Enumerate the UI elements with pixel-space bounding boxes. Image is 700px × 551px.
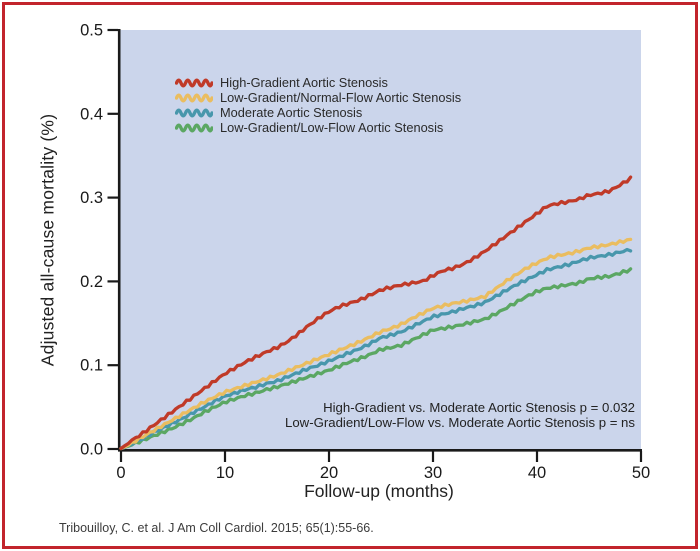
p-value-annotations: High-Gradient vs. Moderate Aortic Stenos… bbox=[285, 400, 635, 430]
legend-item: High-Gradient Aortic Stenosis bbox=[175, 75, 461, 90]
svg-text:30: 30 bbox=[424, 464, 442, 482]
mortality-chart: 0.0 0.1 0.2 0.3 0.4 0.5 0 10 20 30 40 50 Adjusted a… bbox=[5, 5, 699, 546]
legend-item: Low-Gradient/Normal-Flow Aortic Stenosis bbox=[175, 90, 461, 105]
legend-label: Moderate Aortic Stenosis bbox=[220, 105, 363, 120]
svg-text:0: 0 bbox=[116, 464, 125, 482]
legend-label: High-Gradient Aortic Stenosis bbox=[220, 75, 388, 90]
svg-text:0.3: 0.3 bbox=[80, 189, 103, 207]
svg-text:40: 40 bbox=[528, 464, 546, 482]
x-axis: 0 10 20 30 40 50 bbox=[116, 448, 650, 482]
legend: High-Gradient Aortic Stenosis Low-Gradie… bbox=[175, 75, 461, 135]
x-axis-title: Follow-up (months) bbox=[304, 481, 454, 501]
series-line-1 bbox=[119, 237, 633, 451]
svg-text:0.2: 0.2 bbox=[80, 273, 103, 291]
legend-item: Moderate Aortic Stenosis bbox=[175, 105, 461, 120]
annotation-line-2: Low-Gradient/Low-Flow vs. Moderate Aorti… bbox=[285, 414, 635, 430]
wavy-line-icon bbox=[175, 78, 213, 87]
annotation-line-1: High-Gradient vs. Moderate Aortic Stenos… bbox=[323, 400, 635, 415]
svg-text:10: 10 bbox=[216, 464, 234, 482]
series-line-3 bbox=[119, 267, 633, 451]
svg-text:0.4: 0.4 bbox=[80, 105, 103, 123]
legend-item: Low-Gradient/Low-Flow Aortic Stenosis bbox=[175, 120, 461, 135]
legend-label: Low-Gradient/Low-Flow Aortic Stenosis bbox=[220, 120, 444, 135]
legend-label: Low-Gradient/Normal-Flow Aortic Stenosis bbox=[220, 90, 462, 105]
plot-area bbox=[120, 30, 641, 449]
svg-text:0.1: 0.1 bbox=[80, 357, 103, 375]
svg-text:50: 50 bbox=[632, 464, 650, 482]
y-axis: 0.0 0.1 0.2 0.3 0.4 0.5 bbox=[80, 22, 121, 459]
svg-text:20: 20 bbox=[320, 464, 338, 482]
wavy-line-icon bbox=[175, 123, 213, 132]
svg-text:0.5: 0.5 bbox=[80, 22, 103, 40]
series-line-2 bbox=[119, 247, 633, 451]
chart-canvas: 0.0 0.1 0.2 0.3 0.4 0.5 0 10 20 30 40 50 bbox=[80, 22, 650, 483]
wavy-line-icon bbox=[175, 93, 213, 102]
y-axis-title: Adjusted all-cause mortality (%) bbox=[37, 113, 58, 367]
svg-text:0.0: 0.0 bbox=[80, 441, 103, 459]
citation: Tribouilloy, C. et al. J Am Coll Cardiol… bbox=[59, 521, 374, 535]
wavy-line-icon bbox=[175, 108, 213, 117]
series-line-0 bbox=[119, 175, 633, 451]
